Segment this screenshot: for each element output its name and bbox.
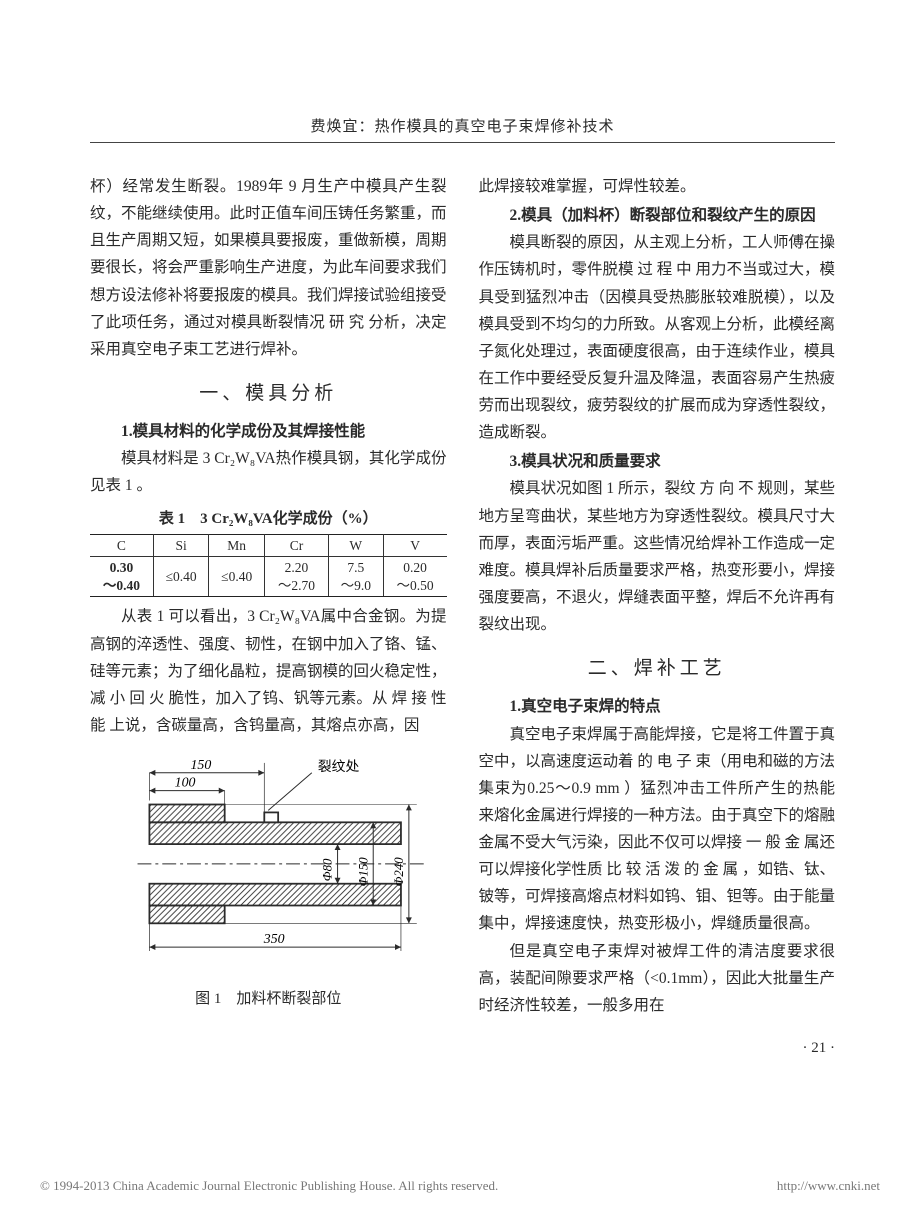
section-2-title: 二、焊补工艺 <box>479 652 836 685</box>
td-v: 0.20 ～0.50 <box>383 557 446 597</box>
dim-350: 350 <box>263 931 285 946</box>
table-1-caption: 表 1 3 Cr₂W₈VA化学成份（%） <box>90 506 447 532</box>
right-para-2: 模具断裂的原因，从主观上分析，工人师傅在操作压铸机时，零件脱模 过 程 中 用力… <box>479 229 836 446</box>
th-cr: Cr <box>264 534 328 557</box>
two-column-layout: 杯）经常发生断裂。1989年 9 月生产中模具产生裂纹，不能继续使用。此时正值车… <box>90 173 835 1061</box>
th-mn: Mn <box>209 534 265 557</box>
figure-1-svg: 150 100 裂纹处 <box>90 753 447 961</box>
dim-100: 100 <box>175 775 196 790</box>
td-w: 7.5 ～9.0 <box>328 557 383 597</box>
right-column: 此焊接较难掌握，可焊性较差。 2.模具（加料杯）断裂部位和裂纹产生的原因 模具断… <box>479 173 836 1061</box>
subhead-2: 2.模具（加料杯）断裂部位和裂纹产生的原因 <box>479 202 836 229</box>
left-para-2: 模具材料是 3 Cr₂W₈VA热作模具钢，其化学成份见表 1 。 <box>90 445 447 499</box>
footer-url: http://www.cnki.net <box>777 1178 880 1194</box>
left-para-1: 杯）经常发生断裂。1989年 9 月生产中模具产生裂纹，不能继续使用。此时正值车… <box>90 173 447 363</box>
right-para-1: 此焊接较难掌握，可焊性较差。 <box>479 173 836 200</box>
page-number: · 21 · <box>479 1035 836 1061</box>
footer-copyright: © 1994-2013 China Academic Journal Elect… <box>40 1178 498 1194</box>
left-para-3: 从表 1 可以看出，3 Cr₂W₈VA属中合金钢。为提高钢的淬透性、强度、韧性，… <box>90 603 447 739</box>
th-v: V <box>383 534 446 557</box>
left-column: 杯）经常发生断裂。1989年 9 月生产中模具产生裂纹，不能继续使用。此时正值车… <box>90 173 447 1061</box>
th-si: Si <box>153 534 209 557</box>
figure-1-caption: 图 1 加料杯断裂部位 <box>90 986 447 1012</box>
table-header-row: C Si Mn Cr W V <box>90 534 447 557</box>
th-c: C <box>90 534 153 557</box>
footer: © 1994-2013 China Academic Journal Elect… <box>40 1178 880 1194</box>
figure-1: 150 100 裂纹处 <box>90 753 447 1012</box>
running-head: 费焕宜：热作模具的真空电子束焊修补技术 <box>90 115 835 143</box>
right-para-5: 但是真空电子束焊对被焊工件的清洁度要求很高，装配间隙要求严格（<0.1mm），因… <box>479 938 836 1019</box>
crack-label: 裂纹处 <box>318 759 360 774</box>
dim-d240: Φ240 <box>392 857 406 887</box>
table-1: C Si Mn Cr W V 0.30 ～0.40 ≤0.40 ≤0.40 2.… <box>90 534 447 598</box>
th-w: W <box>328 534 383 557</box>
right-para-4: 真空电子束焊属于高能焊接，它是将工件置于真空中，以高速度运动着 的 电 子 束（… <box>479 721 836 938</box>
dim-150: 150 <box>191 757 212 772</box>
subhead-4: 1.真空电子束焊的特点 <box>479 693 836 720</box>
section-1-title: 一、模具分析 <box>90 377 447 410</box>
dim-d150: Φ150 <box>356 857 370 887</box>
subhead-3: 3.模具状况和质量要求 <box>479 448 836 475</box>
td-si: ≤0.40 <box>153 557 209 597</box>
subhead-1: 1.模具材料的化学成份及其焊接性能 <box>90 418 447 445</box>
td-c: 0.30 ～0.40 <box>90 557 153 597</box>
dim-d80: Φ80 <box>321 858 335 881</box>
td-mn: ≤0.40 <box>209 557 265 597</box>
table-value-row: 0.30 ～0.40 ≤0.40 ≤0.40 2.20 ～2.70 7.5 ～9… <box>90 557 447 597</box>
right-para-3: 模具状况如图 1 所示，裂纹 方 向 不 规则，某些地方呈弯曲状，某些地方为穿透… <box>479 475 836 638</box>
td-cr: 2.20 ～2.70 <box>264 557 328 597</box>
